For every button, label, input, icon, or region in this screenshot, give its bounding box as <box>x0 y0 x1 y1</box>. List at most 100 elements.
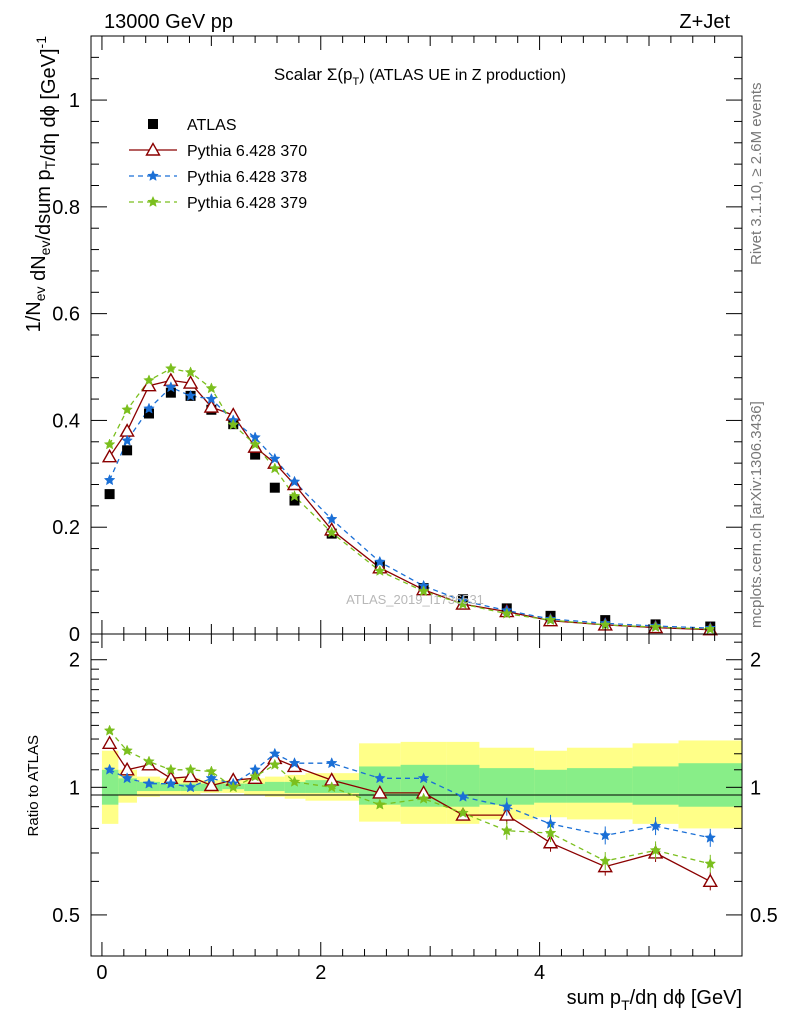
data-point <box>288 490 301 502</box>
ratio-point <box>500 824 513 836</box>
ratio-point <box>101 735 118 750</box>
ratio-point <box>373 798 386 810</box>
ratio-point <box>599 829 612 841</box>
ratio-tick-label: 2 <box>69 650 80 672</box>
ratio-series-layer <box>101 724 718 891</box>
data-point <box>649 620 662 633</box>
ratio-point <box>372 785 388 799</box>
x-axis-label: sum pT/dη dϕ [GeV] <box>567 987 742 1013</box>
analysis-watermark: ATLAS_2019_I1736531 <box>346 592 484 607</box>
data-point <box>373 564 386 576</box>
data-point <box>544 613 557 626</box>
data-point <box>205 392 218 405</box>
ratio-point <box>103 724 116 736</box>
ratio-tick-label: 1 <box>69 777 80 799</box>
data-point <box>184 389 197 401</box>
data-point <box>457 597 469 610</box>
header-left: 13000 GeV pp <box>104 11 233 33</box>
data-point <box>143 374 155 386</box>
ratio-band-green <box>534 769 567 803</box>
ratio-band-green <box>284 781 306 793</box>
ratio-point <box>205 765 218 777</box>
ratio-point <box>649 819 662 832</box>
ratio-point <box>288 775 301 787</box>
ratio-point <box>121 772 133 784</box>
data-point <box>182 375 199 389</box>
data-point <box>288 475 301 487</box>
y-tick-label: 0.2 <box>52 517 80 539</box>
ratio-point <box>203 777 220 792</box>
ratio-point <box>417 792 430 804</box>
data-point <box>104 489 115 500</box>
data-point <box>103 474 116 486</box>
ratio-point <box>143 755 155 767</box>
ratio-point <box>164 777 177 789</box>
y-tick-label: 0.8 <box>52 197 80 219</box>
ratio-point <box>227 781 240 793</box>
legend: ATLAS Pythia 6.428 370 Pythia 6.428 378 Pyt… <box>129 117 307 212</box>
ratio-tick-label-right: 1 <box>750 777 761 799</box>
legend-marker <box>148 119 158 129</box>
ratio-point <box>164 763 177 775</box>
data-point <box>325 526 338 538</box>
data-point <box>143 402 155 414</box>
ratio-panel: 0 2 4 0.5 0.5 1 1 2 2 <box>52 633 778 984</box>
y-axis-label: 1/Nev dNev/dsum pT/dη dϕ [GeV]-1 <box>23 36 60 333</box>
y-tick-label: 0.6 <box>52 304 80 326</box>
data-point <box>203 399 220 413</box>
ratio-y-axis-label: Ratio to ATLAS <box>25 735 42 836</box>
ratio-point <box>121 744 133 756</box>
legend-marker <box>145 142 161 156</box>
data-point <box>103 438 116 450</box>
ratio-frame <box>90 633 743 957</box>
ratio-point <box>500 800 513 812</box>
x-tick-label: 2 <box>315 962 326 984</box>
data-point <box>184 366 197 378</box>
data-point <box>119 423 135 437</box>
ratio-point <box>288 757 301 769</box>
data-point <box>122 445 133 456</box>
data-point <box>121 434 133 446</box>
ratio-point <box>184 763 197 775</box>
ratio-point <box>268 758 281 770</box>
data-point <box>101 448 118 463</box>
ratio-point <box>599 854 612 867</box>
ratio-band-green <box>118 778 137 795</box>
data-point <box>268 452 281 464</box>
ratio-point <box>325 781 338 793</box>
ratio-band-green <box>264 781 285 792</box>
ratio-band-green <box>566 768 633 803</box>
data-point <box>289 495 300 506</box>
y-tick-label: 0.4 <box>52 410 80 432</box>
ratio-tick-label-right: 0.5 <box>750 905 778 927</box>
main-series-layer <box>101 362 718 636</box>
data-point <box>325 513 338 525</box>
x-tick-label: 4 <box>534 962 545 984</box>
mcplots-label: mcplots.cern.ch [arXiv:1306.3436] <box>748 401 765 628</box>
data-point <box>500 607 513 619</box>
ratio-point <box>544 826 557 839</box>
legend-label: Pythia 6.428 378 <box>187 169 307 186</box>
ratio-point <box>417 772 430 784</box>
ratio-point <box>184 781 197 793</box>
x-tick-label: 0 <box>96 962 107 984</box>
y-tick-label-zero: 0 <box>69 624 80 646</box>
data-point <box>121 403 133 415</box>
data-point <box>417 585 430 597</box>
ratio-tick-label: 0.5 <box>52 905 80 927</box>
legend-label: Pythia 6.428 379 <box>187 195 307 212</box>
ratio-point <box>649 844 662 856</box>
ratio-point <box>457 790 469 802</box>
ratio-band-green <box>446 764 480 807</box>
ratio-point <box>704 831 717 843</box>
ratio-point <box>103 763 116 775</box>
ratio-band-green <box>632 766 679 805</box>
ratio-band-green <box>101 769 119 805</box>
data-point <box>373 555 386 567</box>
ratio-point <box>373 772 386 784</box>
chart-title: Scalar Σ(pT) (ATLAS UE in Z production) <box>274 65 566 88</box>
data-point <box>249 438 261 450</box>
ratio-ticks: 0 2 4 0.5 0.5 1 1 2 2 <box>52 634 778 984</box>
ratio-point <box>205 772 218 784</box>
